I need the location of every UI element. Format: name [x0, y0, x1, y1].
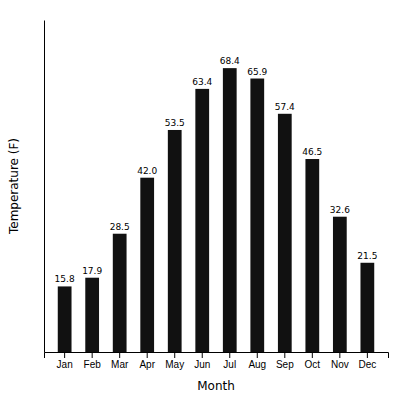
bar — [360, 263, 374, 352]
bar — [168, 130, 182, 352]
x-tick: May — [165, 352, 184, 370]
data-label: 32.6 — [330, 205, 350, 215]
x-tick-mark — [284, 352, 285, 358]
x-tick-label: Jun — [194, 359, 210, 370]
data-label: 68.4 — [220, 56, 240, 66]
x-tick-mark — [312, 352, 313, 358]
x-axis: Jan Feb Mar Apr May Jun Jul Aug Sep Oct Nov Dec — [45, 352, 389, 370]
x-tick-label: Feb — [84, 359, 102, 370]
data-label: 63.4 — [192, 77, 212, 87]
x-tick-mark — [339, 352, 340, 358]
x-tick-label: Sep — [276, 359, 294, 370]
bar — [278, 114, 292, 352]
data-label: 15.8 — [55, 274, 75, 284]
data-labels: 15.8 17.9 28.5 42.0 53.5 63.4 68.4 65.9 57.4 46.5… — [55, 56, 378, 284]
x-tick-mark — [147, 352, 148, 358]
data-label: 28.5 — [110, 222, 130, 232]
data-label: 57.4 — [275, 102, 295, 112]
x-axis-line — [45, 353, 389, 359]
bar — [305, 159, 319, 352]
chart: Jan Feb Mar Apr May Jun Jul Aug Sep Oct Nov Dec 15.8… — [0, 0, 400, 400]
x-tick: Apr — [139, 352, 155, 370]
bar — [333, 217, 347, 352]
x-tick: Aug — [248, 352, 266, 370]
bar — [195, 89, 209, 352]
bar — [140, 178, 154, 352]
data-label: 17.9 — [82, 266, 102, 276]
x-tick-mark — [119, 352, 120, 358]
bar — [250, 79, 264, 352]
y-axis — [44, 21, 45, 353]
x-tick-mark — [202, 352, 203, 358]
x-tick: Jun — [194, 352, 210, 370]
data-label: 65.9 — [247, 67, 267, 77]
x-tick-mark — [367, 352, 368, 358]
x-tick: Nov — [331, 352, 349, 370]
x-tick: Oct — [305, 352, 321, 370]
data-label: 46.5 — [302, 147, 322, 157]
x-tick: Jul — [223, 352, 236, 370]
x-tick: Feb — [84, 352, 102, 370]
y-axis-title: Temperature (F) — [7, 138, 21, 235]
x-tick-label: Jan — [57, 359, 73, 370]
x-tick-mark — [257, 352, 258, 358]
bar — [58, 286, 72, 352]
data-label: 21.5 — [357, 251, 377, 261]
data-label: 42.0 — [137, 166, 157, 176]
bar — [223, 68, 237, 352]
x-tick-label: Aug — [248, 359, 266, 370]
plot: Jan Feb Mar Apr May Jun Jul Aug Sep Oct Nov Dec 15.8… — [45, 21, 389, 371]
data-label: 53.5 — [165, 118, 185, 128]
x-axis-title: Month — [197, 379, 235, 393]
x-tick-label: May — [165, 359, 184, 370]
x-tick-mark — [92, 352, 93, 358]
x-tick: Sep — [276, 352, 294, 370]
bar — [113, 234, 127, 352]
x-tick-label: Mar — [111, 359, 129, 370]
x-tick-mark — [229, 352, 230, 358]
x-tick: Jan — [57, 352, 73, 370]
bars — [58, 68, 374, 352]
x-tick-mark — [174, 352, 175, 358]
bar — [85, 278, 99, 352]
x-tick-label: Apr — [139, 359, 155, 370]
y-axis-line — [44, 21, 45, 353]
x-tick-mark — [64, 352, 65, 358]
x-tick-label: Oct — [305, 359, 321, 370]
x-tick-label: Jul — [223, 359, 236, 370]
x-tick-label: Dec — [358, 359, 376, 370]
x-tick: Mar — [111, 352, 129, 370]
x-tick-label: Nov — [331, 359, 349, 370]
x-tick: Dec — [358, 352, 376, 370]
